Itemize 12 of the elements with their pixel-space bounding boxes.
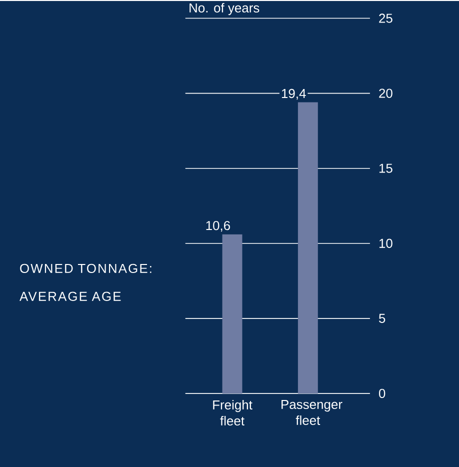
y-tick-label: 20 bbox=[379, 88, 392, 98]
x-tick-label: Passenger fleet bbox=[282, 400, 342, 425]
y-tick-label: 15 bbox=[379, 164, 392, 173]
y-axis-title: No. of years bbox=[190, 2, 260, 16]
x-tick-label: Freight fleet bbox=[213, 400, 252, 426]
y-tick-label: 5 bbox=[378, 314, 386, 323]
y-tick-label: 25 bbox=[379, 14, 392, 23]
y-tick-label: 10 bbox=[379, 238, 392, 248]
data-label: 19,4 bbox=[282, 88, 306, 100]
chart-title: OWNED TONNAGE: AVERAGE AGE bbox=[20, 264, 152, 301]
y-tick-label: 0 bbox=[378, 388, 386, 398]
data-label: 10,6 bbox=[206, 220, 230, 232]
